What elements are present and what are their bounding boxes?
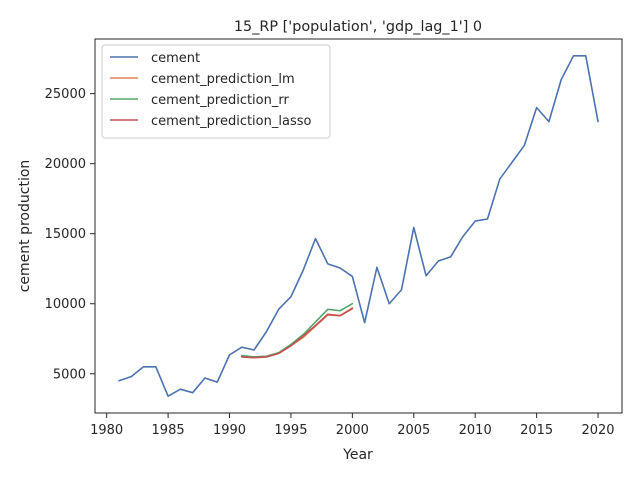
y-tick-label: 20000	[45, 157, 86, 172]
x-tick-label: 1995	[274, 423, 307, 438]
legend-label-2: cement_prediction_rr	[151, 93, 289, 108]
series-line-3	[241, 307, 354, 359]
y-tick-label: 25000	[45, 87, 86, 102]
y-tick-label: 10000	[45, 297, 86, 312]
x-tick-label: 1985	[152, 423, 185, 438]
plot-frame	[94, 38, 623, 414]
x-tick-label: 2005	[397, 423, 430, 438]
y-tick-label: 15000	[45, 227, 86, 242]
legend-box	[101, 44, 331, 139]
legend: cement cement_prediction_lm cement_predict…	[101, 44, 331, 139]
series-line-0	[118, 55, 599, 397]
y-axis-ticks: 5000 10000 15000 20000 25000	[45, 87, 95, 382]
legend-label-1: cement_prediction_lm	[151, 72, 295, 87]
chart-title: 15_RP ['population', 'gdp_lag_1'] 0	[234, 19, 482, 35]
series-layer	[118, 55, 599, 397]
x-tick-label: 2015	[520, 423, 553, 438]
x-axis-label: Year	[342, 447, 373, 463]
x-tick-label: 2010	[459, 423, 492, 438]
x-tick-label: 1990	[213, 423, 246, 438]
x-tick-label: 2020	[581, 423, 614, 438]
legend-label-3: cement_prediction_lasso	[151, 114, 311, 129]
y-tick-label: 5000	[53, 367, 86, 382]
y-axis-label: cement production	[17, 160, 33, 293]
x-tick-label: 2000	[336, 423, 369, 438]
x-tick-label: 1980	[90, 423, 123, 438]
legend-label-0: cement	[151, 51, 200, 66]
x-axis-ticks: 1980 1985 1990 1995 2000 2005 2010 2015 2020	[90, 413, 615, 438]
